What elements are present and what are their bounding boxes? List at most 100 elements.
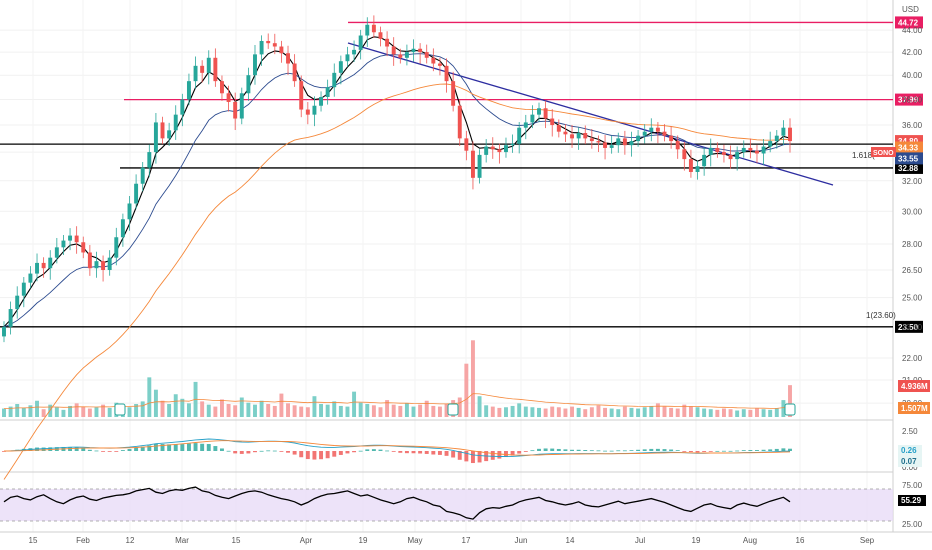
volume-bar [563,408,568,417]
candle-body [28,273,33,283]
time-axis-ticks: 15 Feb 12 Mar 15 Apr 19 May 17 Jun 14 Jul 19 Aug 16 Sep [29,536,875,545]
volume-bar [675,408,680,417]
macd-histogram-bar [477,451,482,463]
macd-histogram-bar [371,449,376,451]
macd-histogram-bar [147,445,152,451]
macd-histogram-bar [246,451,251,454]
volume-bar [173,394,178,417]
time-tick: 15 [232,536,241,545]
volume-bar [642,407,647,417]
macd-histogram-bar [220,448,224,451]
candle-body [358,35,363,50]
symbol-badge[interactable] [871,147,896,157]
volume-bar [781,400,786,417]
volume-bar [470,340,475,417]
time-tick: 19 [692,536,701,545]
volume-bar [649,405,654,417]
macd-histogram-bar [451,451,456,458]
volume-bar [239,397,244,417]
candle-body [186,81,191,100]
earnings-marker-icon[interactable] [784,403,796,416]
volume-bar [253,404,257,417]
macd-histogram-bar [695,451,700,453]
earnings-marker-icon[interactable] [114,403,126,416]
candle-body [755,150,759,154]
volume-bar [213,406,218,417]
volume-bar [391,404,396,417]
symbol-label: SONO [873,150,894,157]
candle-body [622,138,627,146]
moving-averages [3,36,791,480]
level-label: 32.88 [898,164,919,173]
volume-bar [200,401,205,417]
macd-histogram-bar [272,450,277,452]
macd-histogram-bar [457,451,462,460]
volume-bar [761,409,766,417]
volume-bar [741,409,746,417]
volume-bar [279,393,284,417]
volume-bar [543,408,548,417]
volume-bar [655,403,660,417]
volume-bar [636,408,641,417]
macd-histogram-bar [741,450,746,451]
candle-body [319,96,324,106]
volume-bar [259,400,264,417]
candle-body [2,326,6,337]
candle-body [312,105,317,115]
volume-bar [266,404,271,417]
macd-histogram-bar [94,450,99,452]
signal-value: 0.07 [901,457,917,466]
candle-body [470,150,475,178]
price-tick: 26.50 [902,266,923,275]
volume-bar [517,403,522,417]
candle-body [378,32,383,39]
candle-body [517,127,522,144]
candle-body [682,149,687,160]
macd-histogram-bar [570,449,574,451]
candle-body [180,99,185,115]
macd-histogram-bar [167,444,172,451]
macd-histogram-bar [41,447,46,451]
candle-body [127,203,132,220]
macd-histogram-bar [332,451,337,457]
candle-body [570,134,574,139]
macd-histogram-bar [411,451,416,454]
macd-histogram-bar [180,444,185,451]
macd-histogram-bar [761,449,766,451]
volume-bar [484,405,489,417]
candle-body [669,135,674,142]
macd-histogram-bar [774,448,779,451]
volume-bar [81,406,86,417]
candle-body [688,159,693,172]
signal-badge [898,456,922,467]
macd-histogram-bar [622,450,627,452]
level-label: 44.72 [898,18,919,27]
candle-body [74,235,79,243]
volume-bar [226,404,231,417]
macd-histogram-bar [378,449,383,451]
volume-bar [418,404,423,417]
price-tick: 28.00 [902,240,923,249]
volume-bar [398,405,403,417]
volume-bar [153,389,158,417]
candle-body [299,81,304,110]
volume-ma [3,393,791,409]
level-badge [895,93,923,106]
volume-bar [272,405,277,417]
candle-body [708,147,713,155]
candle-body [160,122,165,139]
level-badge [895,161,923,174]
rsi-axis-25: 25.00 [902,520,923,529]
ema-line [3,53,791,328]
earnings-marker-icon[interactable] [447,403,459,416]
price-badge [895,152,923,165]
rsi-pane [3,486,791,520]
descending-trendline[interactable] [347,42,834,186]
macd-badge [898,445,922,456]
macd-histogram-bar [134,447,139,451]
candle-body [61,240,66,248]
macd-histogram-bar [358,450,363,452]
macd-histogram-bar [642,449,647,451]
